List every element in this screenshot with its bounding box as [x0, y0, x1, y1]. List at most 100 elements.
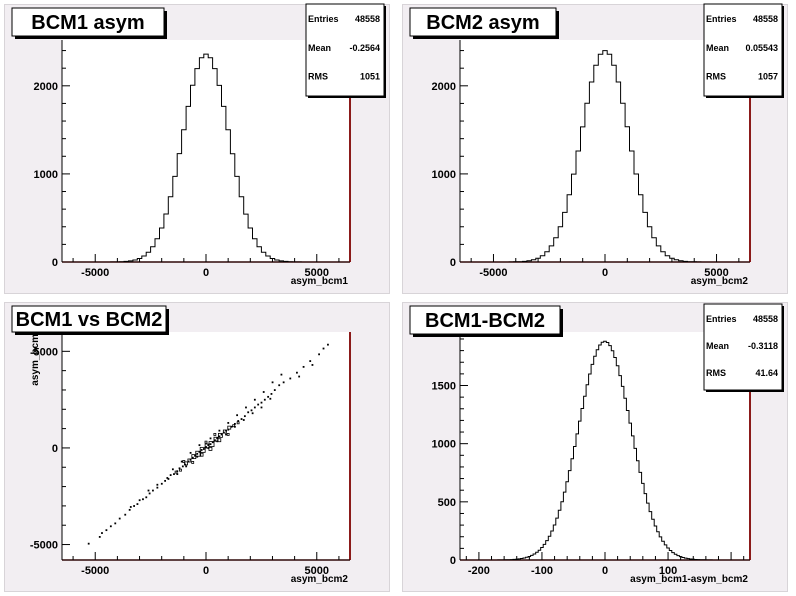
plot-frame	[62, 40, 350, 262]
plot-title: BCM2 asym	[426, 12, 539, 34]
stats-box	[305, 3, 385, 97]
scatter-point	[194, 454, 196, 457]
scatter-point	[184, 463, 186, 466]
scatter-point	[171, 468, 174, 471]
title-box	[409, 305, 561, 335]
scatter-point	[245, 406, 247, 409]
scatter-box	[179, 468, 182, 472]
plot-pad-3: -5000 0 5000-500005000asym_bcm2asym_bcmBCM…	[4, 302, 390, 592]
plot-pad-2: -5000 0 5000 0 1000 2000 asym_bcm2 BCM2 asym Ent…	[402, 3, 788, 294]
scatter-point	[156, 486, 159, 489]
scatter-point	[180, 460, 183, 463]
scatter-point	[218, 435, 221, 438]
stats-value-entries: 48558	[753, 314, 778, 324]
scatter-point	[196, 455, 199, 458]
scatter-point	[280, 373, 283, 376]
stats-label-entries: Entries	[706, 14, 737, 24]
scatter-point	[260, 401, 263, 404]
scatter-point	[185, 465, 188, 468]
plot-title: BCM1 asym	[31, 12, 144, 34]
x-tick-label: 5000	[704, 267, 728, 279]
scatter-point	[196, 452, 199, 455]
scatter-box	[195, 450, 202, 457]
stats-value-mean: 0.05543	[745, 43, 778, 53]
scatter-box	[208, 441, 215, 447]
scatter-point	[136, 503, 139, 505]
scatter-box	[227, 425, 232, 430]
scatter-point	[251, 412, 254, 415]
x-tick-label: 0	[602, 565, 608, 577]
scatter-point	[198, 450, 201, 453]
pad-border	[402, 302, 788, 592]
scatter-point	[214, 439, 216, 442]
x-tick-label: 100	[659, 565, 677, 577]
scatter-point	[145, 496, 148, 499]
y-tick-label: 5000	[34, 346, 58, 358]
scatter-point	[322, 347, 325, 350]
y-tick-label: 1000	[432, 169, 456, 181]
scatter-point	[118, 517, 121, 520]
scatter-box	[217, 432, 223, 438]
scatter-point	[156, 483, 159, 486]
y-tick-label: 1500	[432, 381, 456, 393]
stats-box	[703, 303, 783, 391]
scatter-point	[128, 508, 131, 511]
scatter-point	[271, 381, 274, 384]
scatter-point	[270, 393, 273, 395]
x-tick-label: -200	[468, 565, 490, 577]
stats-value-rms: 41.64	[755, 368, 778, 378]
scatter-point	[267, 395, 270, 398]
scatter-box	[184, 461, 188, 466]
scatter-point	[260, 406, 263, 409]
plot-pad-1: -5000 0 5000 0 1000 2000 asym_bcm1 BCM1 asym Ent…	[4, 3, 390, 294]
scatter-point	[129, 506, 132, 508]
scatter-box	[236, 421, 240, 425]
scatter-box	[182, 460, 186, 463]
y-tick-label: 0	[52, 443, 58, 455]
x-tick-label: -5000	[81, 565, 109, 577]
scatter-point	[327, 343, 329, 346]
pad-border	[402, 4, 788, 294]
y-tick-label: 0	[450, 257, 456, 269]
scatter-box	[199, 446, 206, 453]
scatter-point	[211, 441, 214, 444]
scatter-point	[142, 498, 144, 501]
scatter-box	[174, 470, 178, 474]
scatter-box	[208, 446, 213, 451]
scatter-point	[133, 505, 135, 507]
title-box	[11, 7, 165, 37]
plot-frame	[460, 332, 750, 560]
histogram-line	[460, 340, 750, 561]
plot-frame	[460, 40, 750, 262]
stats-label-rms: RMS	[706, 368, 726, 378]
x-tick-label: 5000	[305, 267, 329, 279]
scatter-point	[202, 448, 205, 450]
scatter-point	[278, 384, 281, 387]
scatter-point	[181, 465, 184, 468]
plot-title: BCM1 vs BCM2	[16, 309, 163, 331]
x-tick-label: 0	[203, 267, 209, 279]
x-tick-label: 0	[602, 267, 608, 279]
scatter-point	[98, 536, 101, 538]
scatter-point	[167, 478, 170, 480]
y-tick-label: 0	[450, 555, 456, 567]
scatter-point	[114, 522, 117, 525]
scatter-point	[227, 422, 230, 424]
scatter-point	[191, 456, 194, 459]
scatter-point	[263, 398, 266, 401]
stats-value-rms: 1057	[758, 72, 778, 82]
stats-box	[703, 3, 783, 97]
stats-label-mean: Mean	[706, 43, 729, 53]
histogram-line	[460, 50, 750, 263]
stats-label-entries: Entries	[308, 14, 339, 24]
stats-label-mean: Mean	[308, 43, 331, 53]
stats-value-mean: -0.3118	[748, 341, 778, 351]
plot-frame	[62, 332, 350, 560]
scatter-point	[169, 474, 172, 476]
scatter-point	[236, 414, 239, 417]
scatter-point	[173, 473, 175, 476]
plot-pad-4: -200 -100 0 100050010001500asym_bcm1-asym_b…	[402, 302, 788, 592]
scatter-box	[217, 438, 222, 443]
y-tick-label: 1000	[34, 169, 58, 181]
scatter-point	[225, 433, 227, 436]
